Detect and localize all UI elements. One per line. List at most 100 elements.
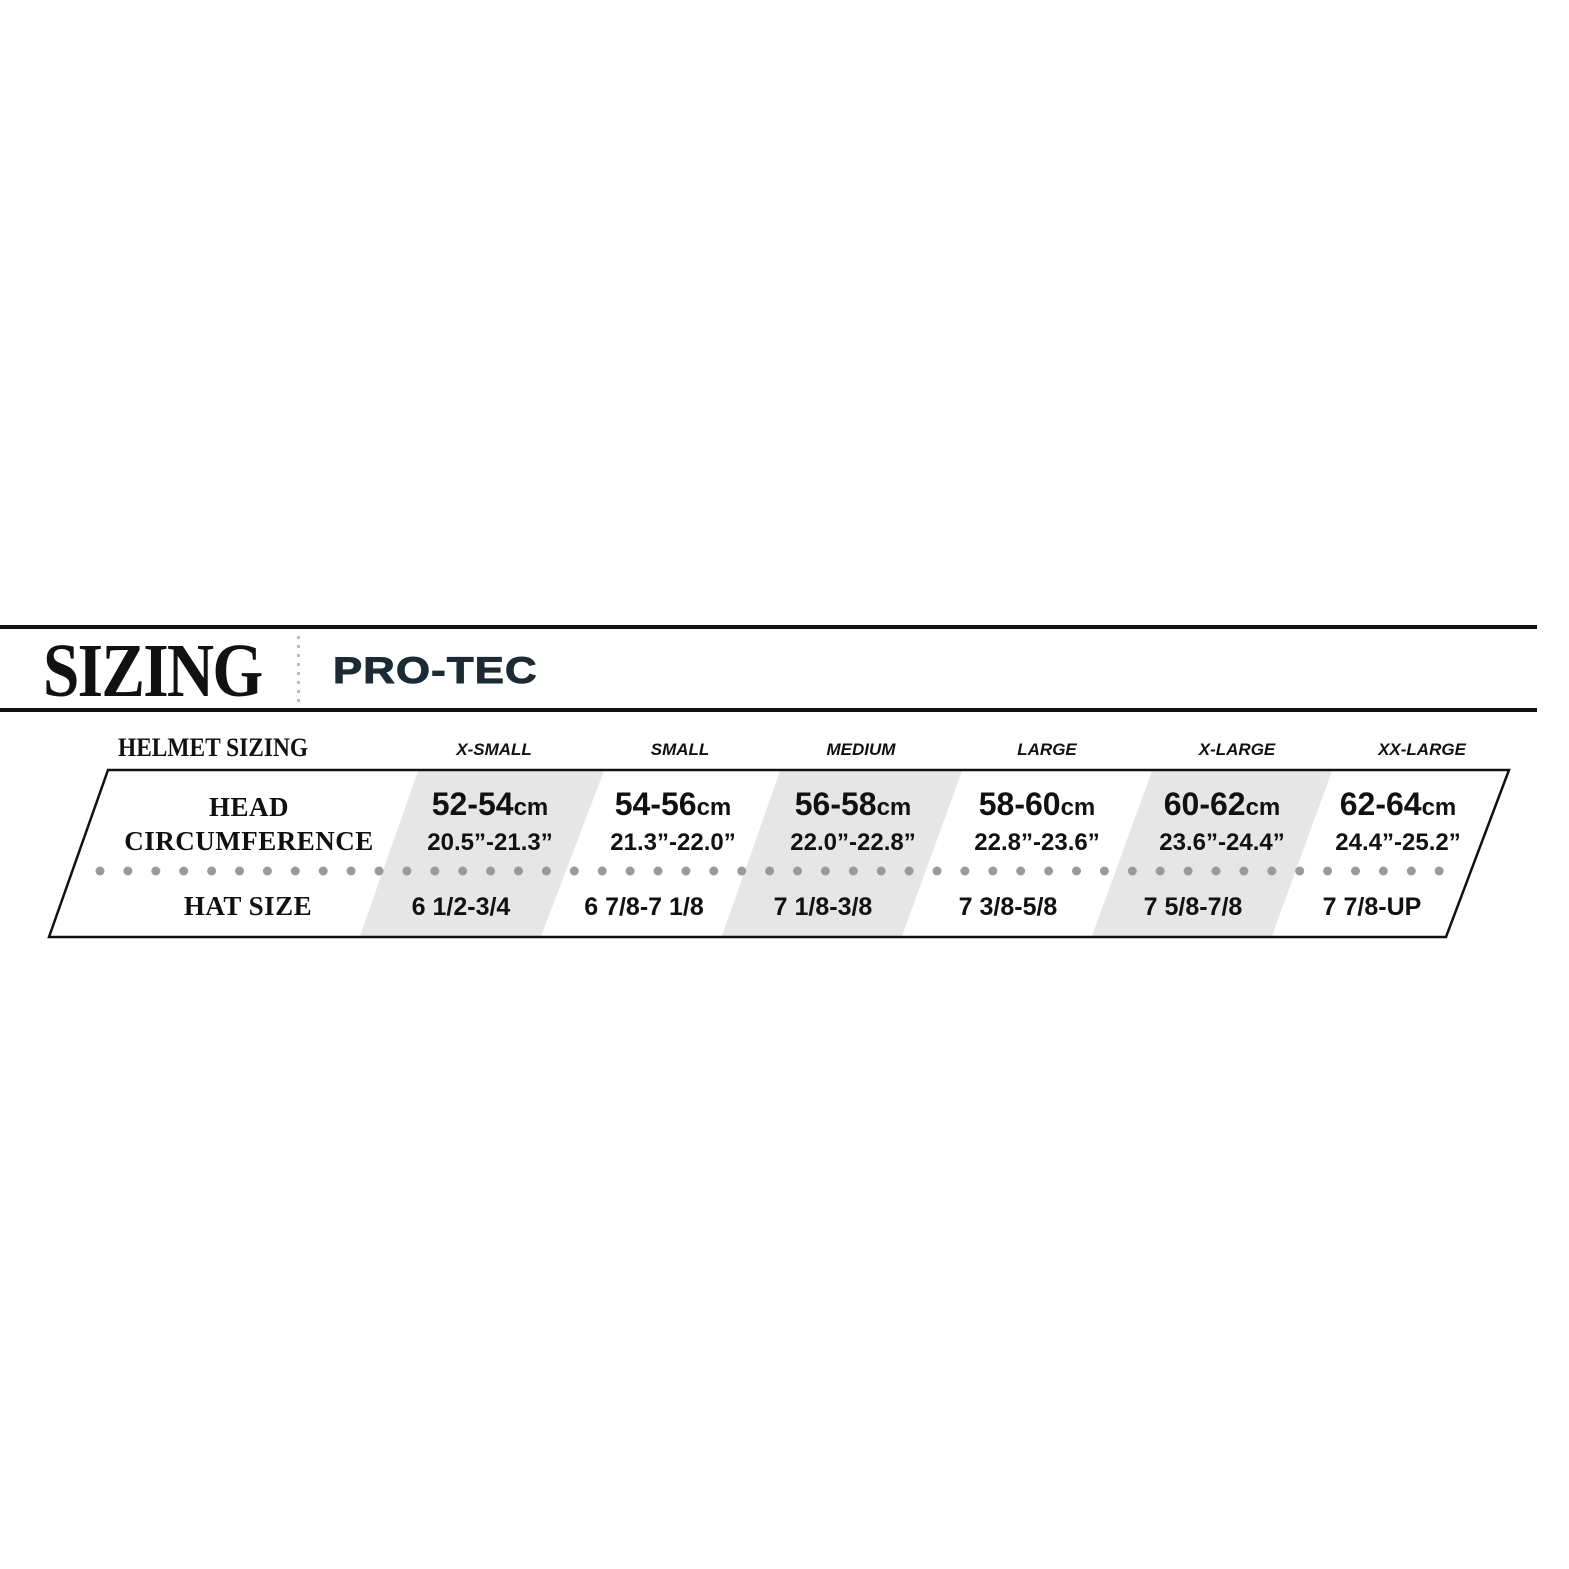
row-divider-dot: [541, 866, 551, 876]
row-divider-dot: [1072, 866, 1081, 876]
row-divider-dot: [346, 866, 356, 876]
hat-size-5: 7 7/8-UP: [1322, 893, 1422, 921]
inch-range-1: 21.3”-22.0”: [610, 829, 736, 856]
row-divider-dot: [960, 866, 970, 876]
row-divider-dot: [262, 866, 272, 876]
row-divider-dot: [793, 866, 802, 876]
row-divider-dot: [207, 866, 217, 876]
row-divider-dot: [486, 866, 496, 876]
row-divider-dot: [1239, 866, 1249, 876]
row-divider-dot: [904, 866, 914, 876]
inch-range-0: 20.5”-21.3”: [427, 829, 553, 856]
row-divider-dot: [151, 866, 161, 876]
cm-value: 52-54: [431, 786, 514, 822]
row-divider-dot: [1044, 866, 1054, 876]
dotted-separator: [297, 636, 300, 702]
row-divider-dot: [458, 866, 468, 876]
top-rule: [0, 625, 1537, 629]
row-divider-dot: [1267, 866, 1277, 876]
row-divider-dot: [932, 866, 942, 876]
cm-unit: cm: [876, 794, 912, 821]
cm-unit: cm: [513, 794, 549, 821]
helmet-sizing-heading: HELMET SIZING: [118, 733, 309, 762]
row-divider-dot: [820, 866, 830, 876]
row-divider-dot: [1016, 866, 1026, 876]
row-divider-dot: [876, 866, 886, 876]
head-circumference-label: HEAD CIRCUMFERENCE: [124, 790, 374, 858]
size-label-2: MEDIUM: [826, 740, 896, 759]
cm-unit: cm: [696, 794, 732, 821]
row-divider-dot: [1183, 866, 1193, 876]
cm-value: 60-62: [1163, 786, 1246, 822]
hat-size-4: 7 5/8-7/8: [1143, 893, 1243, 921]
cm-range-0: 52-54cm: [432, 786, 549, 823]
size-label-0: X-SMALL: [456, 740, 532, 759]
row-divider-dot: [374, 866, 384, 876]
row-divider-dot: [737, 866, 747, 876]
row-divider-dot: [1351, 866, 1360, 876]
row-divider-dot: [597, 866, 607, 876]
row-divider-dot: [625, 866, 635, 876]
size-label-5: XX-LARGE: [1378, 740, 1466, 759]
cm-value: 54-56: [614, 786, 697, 822]
hat-size-2: 7 1/8-3/8: [773, 893, 873, 921]
row-divider-dot: [318, 866, 328, 876]
size-label-3: LARGE: [1017, 740, 1077, 759]
cm-value: 62-64: [1339, 786, 1422, 822]
bottom-rule: [0, 708, 1537, 712]
row-divider-dot: [569, 866, 579, 876]
head-label-line2: CIRCUMFERENCE: [124, 826, 374, 856]
cm-unit: cm: [1421, 794, 1457, 821]
hat-size-0: 6 1/2-3/4: [411, 893, 511, 921]
row-divider-dot: [290, 866, 300, 876]
head-label-line1: HEAD: [208, 792, 289, 822]
row-divider-dot: [514, 866, 523, 876]
inch-range-4: 23.6”-24.4”: [1159, 829, 1285, 856]
shaded-column-band: [360, 771, 604, 936]
row-divider-dot: [709, 866, 719, 876]
row-divider-dot: [235, 866, 244, 876]
row-divider-dot: [1434, 866, 1444, 876]
row-divider-dot: [1127, 866, 1137, 876]
row-divider-dot: [1099, 866, 1109, 876]
cm-range-1: 54-56cm: [615, 786, 732, 823]
row-divider-dot: [653, 866, 663, 876]
cm-unit: cm: [1060, 794, 1096, 821]
cm-value: 58-60: [978, 786, 1061, 822]
row-divider-dot: [1155, 866, 1165, 876]
row-divider-dot: [848, 866, 858, 876]
row-divider-dot: [988, 866, 998, 876]
row-divider-dot: [681, 866, 691, 876]
page-title: SIZING: [43, 629, 263, 713]
pro-tec-logo: PRO-TEC: [332, 650, 538, 692]
cm-value: 56-58: [794, 786, 877, 822]
size-label-4: X-LARGE: [1198, 740, 1276, 759]
row-divider-dot: [1295, 866, 1305, 876]
row-divider-dot: [1323, 866, 1333, 876]
shaded-column-band: [1092, 771, 1332, 936]
row-divider-dot: [1406, 866, 1416, 876]
row-divider-dot: [1211, 866, 1221, 876]
row-divider-dot: [179, 866, 189, 876]
row-divider-dot: [402, 866, 412, 876]
row-divider-dot: [1378, 866, 1388, 876]
hat-size-label: HAT SIZE: [183, 891, 313, 921]
row-divider-dot: [123, 866, 133, 876]
cm-range-2: 56-58cm: [795, 786, 912, 823]
hat-size-3: 7 3/8-5/8: [958, 893, 1058, 921]
row-divider-dot: [430, 866, 440, 876]
table-border: [47, 768, 1511, 939]
row-divider-dot: [95, 866, 105, 876]
cm-range-5: 62-64cm: [1340, 786, 1457, 823]
inch-range-5: 24.4”-25.2”: [1335, 829, 1461, 856]
size-label-1: SMALL: [650, 740, 710, 759]
cm-range-4: 60-62cm: [1164, 786, 1281, 823]
cm-range-3: 58-60cm: [979, 786, 1096, 823]
row-divider-dot: [765, 866, 775, 876]
inch-range-3: 22.8”-23.6”: [974, 829, 1100, 856]
shaded-column-band: [722, 771, 962, 936]
hat-size-1: 6 7/8-7 1/8: [584, 893, 704, 921]
inch-range-2: 22.0”-22.8”: [790, 829, 916, 856]
cm-unit: cm: [1245, 794, 1281, 821]
